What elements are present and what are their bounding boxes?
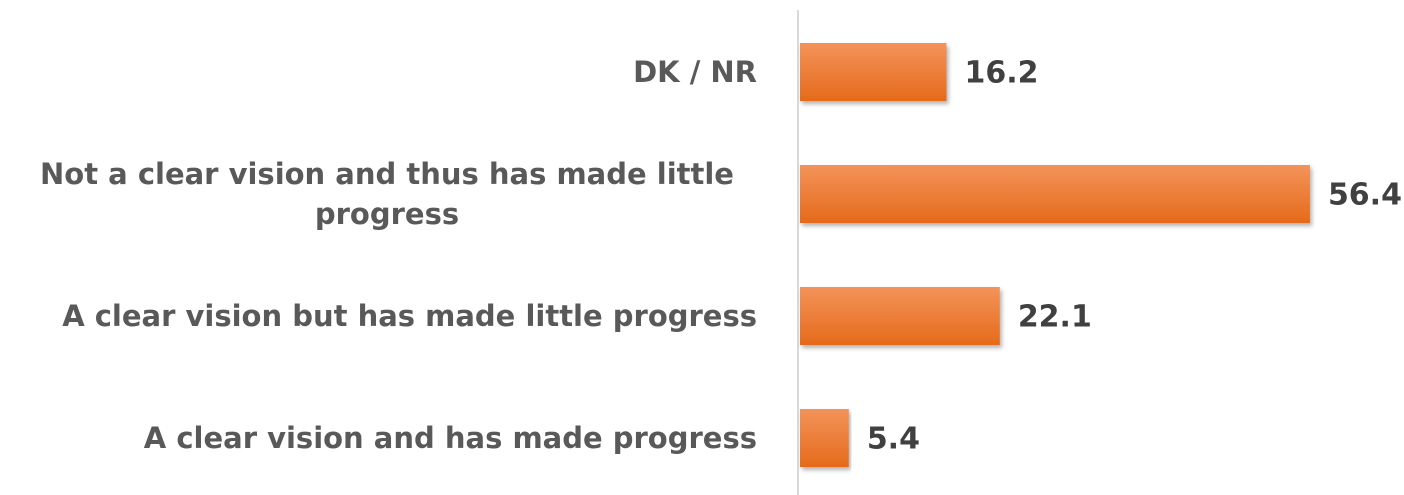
value-label: 56.4 xyxy=(1328,178,1402,213)
bar xyxy=(800,287,1000,345)
bar xyxy=(800,409,849,467)
bar xyxy=(800,165,1310,223)
category-label: A clear vision and has made progress xyxy=(143,421,757,455)
category-label: DK / NR xyxy=(633,55,757,89)
value-label: 5.4 xyxy=(867,422,920,457)
bar xyxy=(800,43,947,101)
value-label: 22.1 xyxy=(1018,300,1092,335)
category-label: Not a clear vision and thus has made lit… xyxy=(40,157,734,231)
value-label: 16.2 xyxy=(964,56,1038,91)
category-label: A clear vision but has made little progr… xyxy=(62,299,757,333)
